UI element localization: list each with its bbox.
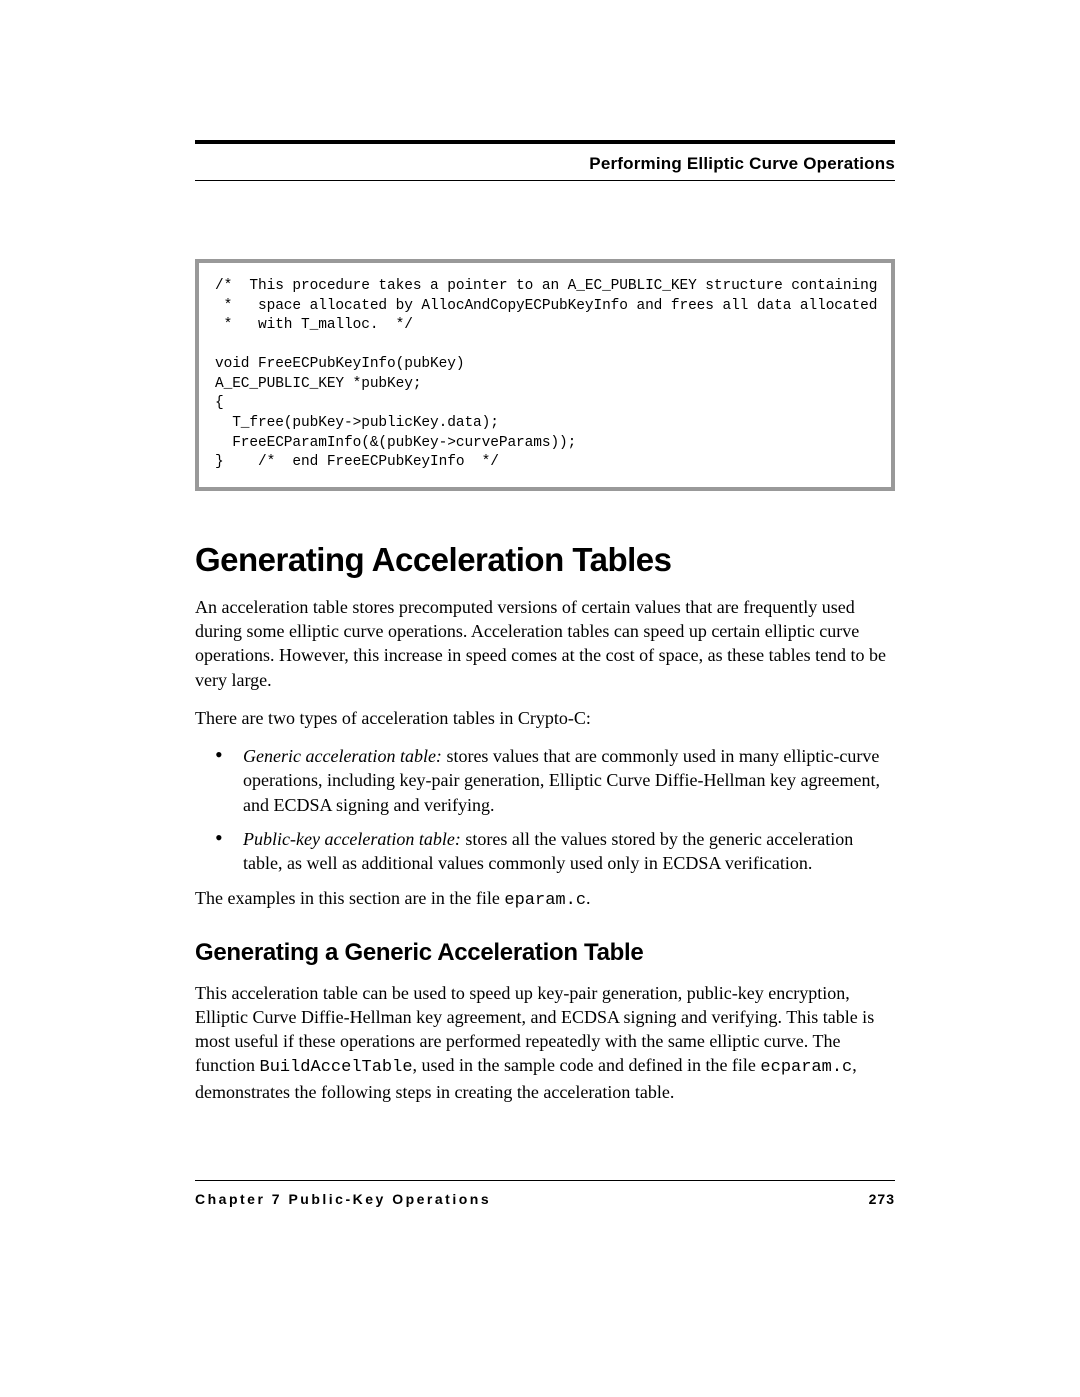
text-run: , used in the sample code and defined in… [413,1055,761,1075]
paragraph-file-ref: The examples in this section are in the … [195,886,895,913]
page-footer: Chapter 7 Public-Key Operations 273 [195,1180,895,1207]
bullet-lead: Public-key acceleration table: [243,829,461,849]
inline-code: BuildAccelTable [260,1058,413,1077]
paragraph-generic-table: This acceleration table can be used to s… [195,981,895,1105]
footer-chapter: Chapter 7 Public-Key Operations [195,1191,491,1207]
page-content: Performing Elliptic Curve Operations /* … [195,140,895,1119]
bullet-dot-icon: • [215,827,243,876]
bullet-lead: Generic acceleration table: [243,746,442,766]
bullet-text: Public-key acceleration table: stores al… [243,827,895,876]
paragraph-intro: An acceleration table stores precomputed… [195,595,895,692]
bullet-dot-icon: • [215,744,243,817]
bullet-item: • Generic acceleration table: stores val… [195,744,895,817]
section-heading-h1: Generating Acceleration Tables [195,541,895,579]
inline-code: eparam.c [504,891,586,910]
code-listing: /* This procedure takes a pointer to an … [195,259,895,491]
footer-rule [195,1180,895,1181]
text-run: . [586,888,591,908]
inline-code: ecparam.c [760,1058,852,1077]
footer-line: Chapter 7 Public-Key Operations 273 [195,1191,895,1207]
subsection-heading-h2: Generating a Generic Acceleration Table [195,939,895,967]
paragraph-types-lead: There are two types of acceleration tabl… [195,706,895,730]
text-run: The examples in this section are in the … [195,888,504,908]
top-thick-rule [195,140,895,144]
bullet-item: • Public-key acceleration table: stores … [195,827,895,876]
top-thin-rule [195,180,895,181]
footer-page-number: 273 [869,1191,895,1207]
running-header: Performing Elliptic Curve Operations [195,154,895,174]
bullet-text: Generic acceleration table: stores value… [243,744,895,817]
